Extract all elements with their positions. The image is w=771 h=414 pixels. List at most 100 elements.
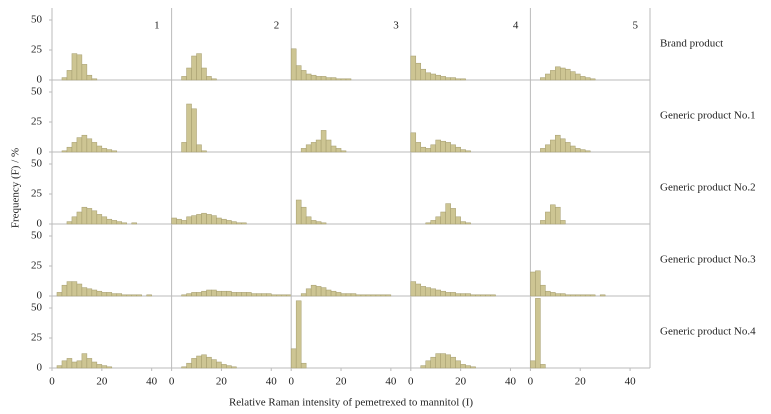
- bar: [570, 294, 576, 297]
- bar: [415, 62, 422, 81]
- bar: [211, 78, 217, 81]
- bar: [435, 289, 441, 297]
- row-label: Brand product: [660, 38, 723, 50]
- bar: [320, 287, 327, 297]
- bar: [579, 294, 586, 297]
- bar: [146, 294, 152, 297]
- bar: [181, 294, 187, 297]
- bar: [465, 222, 471, 225]
- bar: [305, 73, 312, 81]
- bar: [584, 150, 591, 153]
- bar: [530, 271, 536, 297]
- bar: [420, 286, 426, 297]
- bar: [101, 292, 108, 297]
- y-tick-label: 25: [31, 332, 43, 344]
- bar: [410, 132, 417, 153]
- bar: [535, 298, 541, 369]
- bar: [430, 220, 436, 225]
- bar: [310, 284, 317, 297]
- bar: [86, 138, 93, 153]
- row-label: Generic product No.4: [660, 326, 756, 338]
- bar: [584, 294, 591, 297]
- bar: [81, 287, 88, 297]
- bar: [186, 216, 192, 225]
- bar: [226, 365, 232, 369]
- column-label: 4: [513, 20, 519, 32]
- bar: [325, 289, 332, 297]
- bar: [201, 354, 207, 369]
- bar: [196, 144, 202, 153]
- column-label: 5: [633, 20, 639, 32]
- bar: [56, 365, 63, 369]
- bar: [579, 76, 586, 81]
- bar: [181, 76, 187, 81]
- x-tick-label: 40: [266, 376, 278, 388]
- bar: [241, 222, 247, 225]
- row-label: Generic product No.2: [660, 182, 756, 194]
- x-tick-label: 40: [505, 376, 517, 388]
- bar: [191, 358, 197, 369]
- bar: [465, 365, 471, 369]
- bar: [425, 148, 431, 153]
- bar: [430, 356, 436, 369]
- row-label: Generic product No.3: [660, 254, 756, 266]
- bar: [186, 103, 192, 153]
- x-tick-label: 0: [49, 376, 55, 388]
- bar: [101, 216, 108, 225]
- bar: [465, 150, 471, 153]
- bar: [276, 294, 282, 297]
- bar: [201, 67, 207, 81]
- y-tick-label: 0: [37, 362, 43, 374]
- bar: [76, 54, 83, 81]
- bar: [305, 216, 312, 225]
- bar: [256, 293, 262, 297]
- bar: [599, 294, 606, 297]
- bar: [216, 361, 222, 369]
- bar: [420, 146, 426, 153]
- bar: [470, 294, 476, 297]
- bar: [226, 290, 232, 297]
- bar: [565, 142, 571, 153]
- bar: [221, 218, 227, 225]
- bar: [86, 288, 93, 297]
- bar: [340, 150, 347, 153]
- bar: [186, 293, 192, 297]
- bar: [310, 142, 317, 153]
- bar: [315, 76, 322, 81]
- bar: [91, 361, 98, 369]
- y-tick-label: 25: [31, 44, 43, 56]
- x-tick-label: 0: [288, 376, 294, 388]
- bar: [300, 148, 307, 153]
- bar: [445, 292, 451, 297]
- bar: [131, 294, 137, 297]
- bar: [280, 294, 287, 297]
- y-tick-label: 50: [31, 158, 43, 170]
- bar: [131, 222, 137, 225]
- bar: [560, 220, 566, 225]
- bar: [181, 220, 187, 225]
- bar: [325, 77, 332, 81]
- bar: [96, 364, 103, 369]
- bar: [475, 294, 481, 297]
- bar: [540, 148, 546, 153]
- bar: [206, 356, 212, 369]
- bar: [206, 289, 212, 297]
- bar: [470, 366, 476, 369]
- bar: [271, 294, 277, 297]
- bar: [236, 222, 242, 225]
- bar: [91, 142, 98, 153]
- bar: [535, 270, 541, 297]
- bar: [360, 294, 367, 297]
- bar: [121, 222, 128, 225]
- bar: [460, 221, 466, 225]
- bar: [340, 293, 347, 297]
- bar: [584, 77, 591, 81]
- bar: [575, 148, 581, 153]
- bar: [66, 358, 73, 369]
- bar: [545, 144, 551, 153]
- bar: [206, 214, 212, 225]
- bar: [211, 359, 217, 369]
- bar: [425, 287, 431, 297]
- bar: [485, 294, 491, 297]
